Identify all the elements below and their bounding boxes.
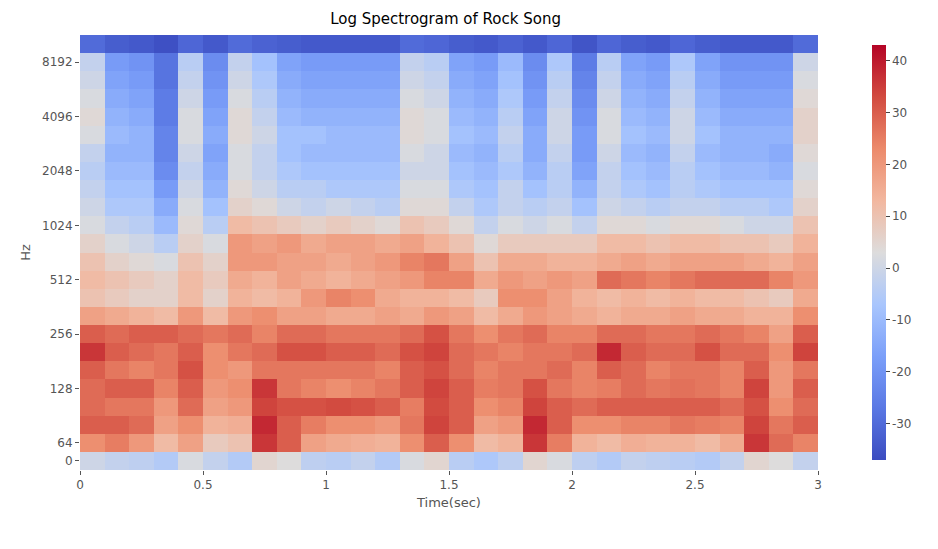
svg-text:512: 512 (50, 273, 73, 287)
svg-text:1.5: 1.5 (439, 478, 458, 492)
svg-text:1024: 1024 (42, 219, 73, 233)
svg-text:10: 10 (892, 209, 907, 223)
svg-text:-30: -30 (892, 417, 912, 431)
svg-text:-10: -10 (892, 313, 912, 327)
svg-text:1: 1 (322, 478, 330, 492)
svg-text:64: 64 (57, 436, 72, 450)
svg-text:8192: 8192 (42, 55, 73, 69)
svg-text:2: 2 (568, 478, 576, 492)
svg-text:30: 30 (892, 106, 907, 120)
svg-text:20: 20 (892, 158, 907, 172)
svg-text:-20: -20 (892, 365, 912, 379)
svg-text:0: 0 (76, 478, 84, 492)
svg-text:Time(sec): Time(sec) (416, 495, 481, 510)
svg-text:4096: 4096 (42, 110, 73, 124)
svg-text:Log Spectrogram of Rock Song: Log Spectrogram of Rock Song (330, 10, 561, 28)
svg-text:0: 0 (65, 454, 73, 468)
svg-text:2.5: 2.5 (685, 478, 704, 492)
svg-text:0: 0 (892, 261, 900, 275)
svg-text:Hz: Hz (18, 244, 33, 261)
svg-text:128: 128 (50, 382, 73, 396)
svg-text:2048: 2048 (42, 164, 73, 178)
svg-text:3: 3 (814, 478, 822, 492)
svg-text:0.5: 0.5 (193, 478, 212, 492)
svg-text:256: 256 (50, 327, 73, 341)
svg-text:40: 40 (892, 54, 907, 68)
